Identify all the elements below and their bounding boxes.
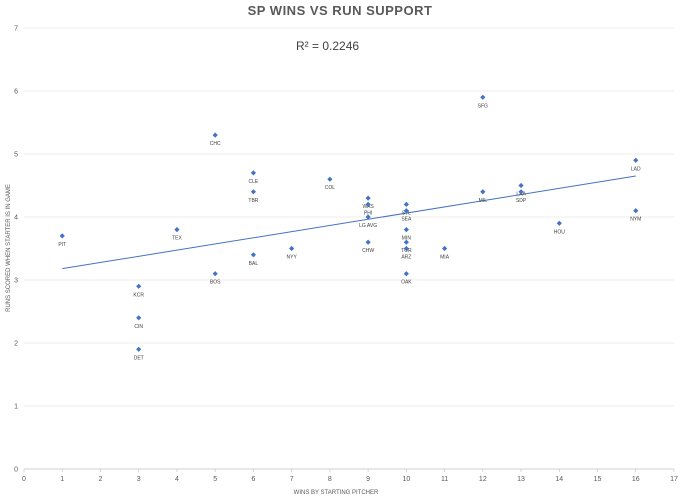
data-label: SEA	[401, 217, 412, 223]
x-tick-label: 2	[99, 476, 103, 483]
data-point	[212, 271, 218, 277]
data-point	[441, 245, 448, 252]
data-label: HOU	[554, 229, 566, 235]
data-point	[633, 157, 639, 163]
data-point	[403, 208, 409, 214]
x-tick-label: 8	[328, 476, 332, 483]
data-label: KCR	[133, 292, 144, 298]
data-point	[480, 94, 486, 100]
data-label: MIA	[440, 255, 450, 261]
gridlines	[24, 27, 674, 407]
x-tick-label: 1	[60, 476, 64, 483]
y-tick-label: 5	[14, 152, 18, 159]
x-tick-label: 3	[137, 476, 141, 483]
data-point	[518, 189, 524, 195]
data-label: PHI	[364, 210, 372, 216]
data-label: DET	[134, 355, 144, 361]
data-point	[403, 227, 409, 233]
data-point	[480, 189, 486, 195]
y-tick-label: 1	[14, 404, 18, 411]
data-point	[174, 227, 180, 233]
data-label: NYM	[630, 217, 641, 223]
data-label: OAK	[401, 280, 412, 286]
x-tick-label: 11	[441, 476, 448, 483]
data-point	[289, 245, 295, 252]
data-label: CIN	[134, 324, 143, 330]
data-label: COL	[325, 185, 336, 191]
data-label: MIL	[479, 198, 488, 204]
data-label: ARZ	[401, 255, 411, 261]
data-point	[403, 239, 409, 245]
x-tick-label: 5	[213, 476, 217, 483]
data-label: CHW	[362, 248, 374, 254]
data-point	[136, 283, 142, 289]
data-label: WAS	[363, 204, 375, 210]
y-tick-label: 0	[14, 467, 18, 474]
data-point	[365, 239, 371, 245]
data-point	[403, 271, 409, 277]
data-point	[365, 214, 371, 220]
data-point	[136, 346, 142, 352]
data-label: CLE	[249, 179, 259, 185]
x-axis-title: WINS BY STARTING PITCHER	[294, 490, 379, 496]
x-tick-label: 7	[290, 476, 294, 483]
x-tick-label: 10	[402, 476, 410, 483]
r-squared-annotation: R² = 0.2246	[296, 39, 359, 53]
data-point	[136, 315, 142, 321]
x-tick-label: 13	[517, 476, 525, 483]
y-tick-label: 2	[14, 341, 18, 348]
data-label: TEX	[172, 236, 182, 242]
data-point	[212, 132, 218, 138]
x-tick-label: 6	[251, 476, 255, 483]
data-label: MIN	[402, 236, 412, 242]
y-tick-label: 7	[14, 26, 18, 33]
data-points: PIT KCR CIN DET TEX CHC BOS CLE TBR BAL NYY COL WASP…	[58, 94, 641, 361]
data-label: NYY	[287, 255, 298, 261]
x-tick-label: 17	[670, 476, 678, 483]
data-point	[403, 201, 409, 207]
data-point	[250, 189, 257, 195]
data-label: LAA	[516, 192, 526, 198]
data-point	[556, 220, 562, 226]
data-label: LG AVG	[359, 223, 377, 229]
data-point	[403, 245, 409, 252]
x-tick-label: 12	[479, 476, 487, 483]
x-tick-label: 14	[555, 476, 563, 483]
data-label: SDP	[516, 198, 527, 204]
x-tick-label: 4	[175, 476, 179, 483]
trendline	[62, 175, 636, 270]
data-point	[250, 170, 257, 176]
data-label: CHC	[210, 141, 221, 147]
data-point	[327, 176, 333, 182]
x-tick-label: 0	[22, 476, 26, 483]
data-label: BAL	[249, 261, 259, 267]
data-label: TOR	[401, 248, 412, 254]
y-tick-label: 6	[14, 89, 18, 96]
y-tick-label: 4	[14, 215, 18, 222]
data-point	[365, 195, 371, 201]
y-tick-label: 3	[14, 278, 18, 285]
data-label: BOS	[210, 280, 221, 286]
x-tick-label: 9	[366, 476, 370, 483]
x-tick-label: 16	[632, 476, 640, 483]
data-label: STL	[402, 210, 411, 216]
data-point	[59, 233, 65, 239]
data-label: PIT	[58, 242, 66, 248]
data-label: TBR	[248, 198, 258, 204]
data-point	[518, 182, 524, 189]
chart-title: SP WINS VS RUN SUPPORT	[248, 3, 433, 18]
data-label: LAD	[631, 166, 641, 172]
x-tick-label: 15	[594, 476, 602, 483]
data-point	[633, 208, 639, 214]
data-point	[250, 252, 257, 258]
data-label: SFG	[478, 103, 488, 109]
data-point	[365, 201, 371, 207]
y-axis-title: RUNS SCORED WHEN STARTER IS IN GAME	[6, 184, 12, 312]
axes	[23, 468, 675, 472]
